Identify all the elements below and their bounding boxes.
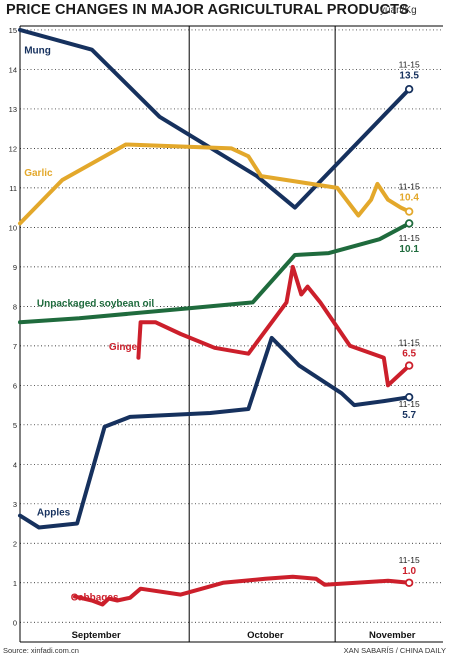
series-name-label: Apples [37, 508, 71, 519]
end-point-marker [404, 207, 414, 216]
series-line [18, 221, 412, 325]
series-line [18, 335, 412, 530]
end-date-label: 11-15 [399, 338, 420, 348]
end-value-label: 10.1 [399, 244, 419, 255]
y-tick-label: 13 [9, 105, 17, 114]
end-date-label: 11-15 [399, 182, 420, 192]
y-tick-label: 5 [13, 421, 17, 430]
end-value-label: 5.7 [402, 410, 416, 421]
chart-title: PRICE CHANGES IN MAJOR AGRICULTURAL PROD… [6, 2, 409, 18]
y-tick-label: 8 [13, 302, 17, 311]
series-line [136, 264, 412, 388]
source-note: Source: xinfadi.com.cn [3, 646, 79, 655]
x-month-label: October [247, 630, 284, 641]
end-date-label: 11-15 [399, 59, 420, 69]
y-tick-label: 9 [13, 263, 17, 272]
end-value-label: 10.4 [399, 193, 419, 204]
end-point-marker [404, 219, 414, 228]
y-tick-label: 12 [9, 144, 17, 153]
y-tick-label: 2 [13, 539, 17, 548]
end-date-label: 11-15 [399, 233, 420, 243]
end-value-label: 13.5 [399, 70, 419, 81]
series-line [73, 574, 412, 607]
end-point-marker [404, 361, 414, 370]
y-tick-label: 1 [13, 579, 17, 588]
end-point-marker [404, 392, 414, 402]
y-tick-label: 7 [13, 342, 17, 351]
y-tick-label: 0 [13, 618, 17, 627]
series-line [18, 142, 412, 226]
y-tick-label: 15 [9, 26, 17, 35]
credit-note: XAN SABARÍS / CHINA DAILY [343, 646, 446, 655]
series-lines [18, 27, 414, 607]
end-value-label: 1.0 [402, 566, 416, 577]
end-date-label: 11-15 [399, 399, 420, 409]
end-date-label: 11-15 [399, 555, 420, 565]
series-name-label: Cabbages [71, 593, 119, 604]
series-line [18, 27, 412, 210]
y-tick-label: 3 [13, 500, 17, 509]
y-tick-label: 11 [9, 184, 17, 193]
x-month-label: September [72, 630, 121, 641]
x-month-label: November [369, 630, 416, 641]
y-tick-label: 4 [13, 460, 17, 469]
end-point-marker [404, 578, 414, 587]
series-name-label: Ginger [109, 342, 141, 353]
series-name-label: Garlic [24, 168, 53, 179]
unit-label: yuan/Kg [380, 5, 417, 16]
y-tick-label: 14 [9, 65, 17, 74]
end-point-marker [404, 84, 414, 94]
series-name-label: Mung [24, 46, 51, 57]
series-name-label: Unpackaged soybean oil [37, 298, 154, 309]
end-value-label: 6.5 [402, 349, 416, 360]
y-tick-label: 6 [13, 381, 17, 390]
y-tick-label: 10 [9, 223, 17, 232]
